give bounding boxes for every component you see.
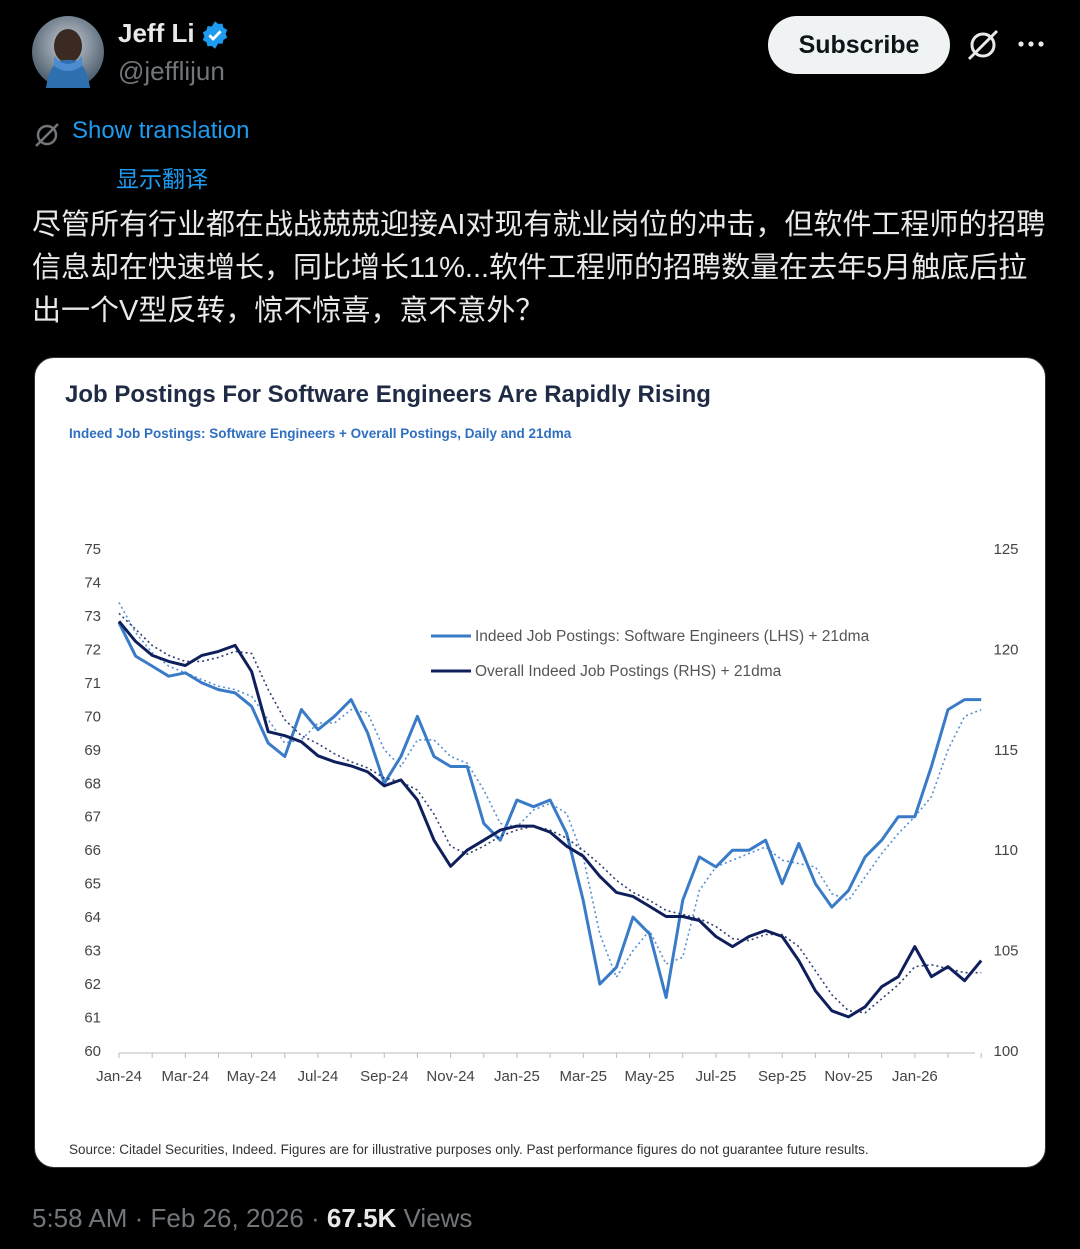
series-line [117, 620, 983, 1019]
y-tick-label: 75 [84, 541, 101, 558]
subscribe-button[interactable]: Subscribe [768, 16, 950, 74]
x-tick-label: Jul-24 [298, 1068, 339, 1085]
chart-source: Source: Citadel Securities, Indeed. Figu… [69, 1142, 869, 1157]
chart-title: Job Postings For Software Engineers Are … [65, 381, 711, 408]
verified-badge [202, 21, 228, 49]
y2-tick-label: 115 [994, 742, 1018, 759]
y-tick-label: 65 [84, 876, 101, 893]
y-tick-label: 72 [84, 641, 101, 658]
x-tick-label: Jan-24 [96, 1068, 142, 1085]
y2-tick-label: 120 [993, 641, 1018, 658]
y-tick-label: 71 [84, 675, 101, 692]
moving-average-line [118, 612, 982, 1014]
avatar[interactable] [32, 16, 104, 88]
y-tick-label: 62 [84, 976, 101, 993]
separator: · [134, 1203, 144, 1233]
series-line [117, 621, 982, 999]
legend-label: Overall Indeed Job Postings (RHS) + 21dm… [475, 663, 782, 680]
x-tick-label: Jul-25 [695, 1068, 736, 1085]
x-tick-label: Nov-24 [426, 1068, 474, 1085]
timestamp[interactable]: 5:58 AM [32, 1203, 128, 1233]
x-tick-label: May-25 [625, 1068, 675, 1085]
chart: Job Postings For Software Engineers Are … [65, 381, 1019, 1157]
x-tick-label: Jan-26 [892, 1068, 938, 1085]
y2-tick-label: 105 [993, 943, 1018, 960]
y-tick-label: 69 [84, 742, 101, 759]
y-tick-label: 66 [84, 842, 101, 859]
author-handle[interactable]: @jefflijun [118, 56, 225, 86]
separator: · [311, 1203, 320, 1233]
views-label: Views [403, 1203, 473, 1233]
y2-tick-label: 100 [993, 1043, 1018, 1060]
legend-label: Indeed Job Postings: Software Engineers … [475, 628, 870, 645]
tweet-text: 尽管所有行业都在战战兢兢迎接AI对现有就业岗位的冲击，但软件工程师的招聘信息却在… [32, 209, 1046, 327]
more-icon[interactable] [1016, 34, 1046, 54]
x-tick-label: Sep-24 [360, 1068, 408, 1085]
y-tick-label: 68 [84, 775, 101, 792]
y-tick-label: 61 [84, 1010, 101, 1027]
tweet-footer: 5:58 AM · Feb 26, 2026 · 67.5K Views [32, 1203, 472, 1234]
show-translation[interactable]: Show translation [72, 117, 250, 144]
x-tick-label: Sep-25 [758, 1068, 806, 1085]
y-tick-label: 63 [84, 943, 101, 960]
chart-subtitle: Indeed Job Postings: Software Engineers … [69, 426, 572, 441]
translation-label: 显示翻译 [116, 166, 208, 192]
date[interactable]: Feb 26, 2026 [150, 1203, 304, 1233]
y-tick-label: 60 [84, 1043, 101, 1060]
x-tick-label: Jan-25 [494, 1068, 540, 1085]
y-tick-label: 67 [84, 809, 101, 826]
author-name[interactable]: Jeff Li [118, 18, 195, 48]
y-tick-label: 70 [84, 708, 101, 725]
grok-icon[interactable] [964, 26, 1002, 64]
y-tick-label: 73 [84, 608, 101, 625]
x-tick-label: Nov-25 [824, 1068, 872, 1085]
x-tick-label: May-24 [227, 1068, 277, 1085]
x-tick-label: Mar-24 [162, 1068, 210, 1085]
views-count: 67.5K [326, 1203, 397, 1233]
chart-card: Job Postings For Software Engineers Are … [34, 357, 1046, 1168]
y-tick-label: 64 [84, 909, 101, 926]
y-tick-label: 74 [84, 574, 101, 591]
x-tick-label: Mar-25 [559, 1068, 607, 1085]
y2-tick-label: 110 [994, 842, 1018, 859]
translate-icon [35, 123, 59, 147]
y2-tick-label: 125 [993, 541, 1018, 558]
moving-average-line [118, 602, 982, 979]
